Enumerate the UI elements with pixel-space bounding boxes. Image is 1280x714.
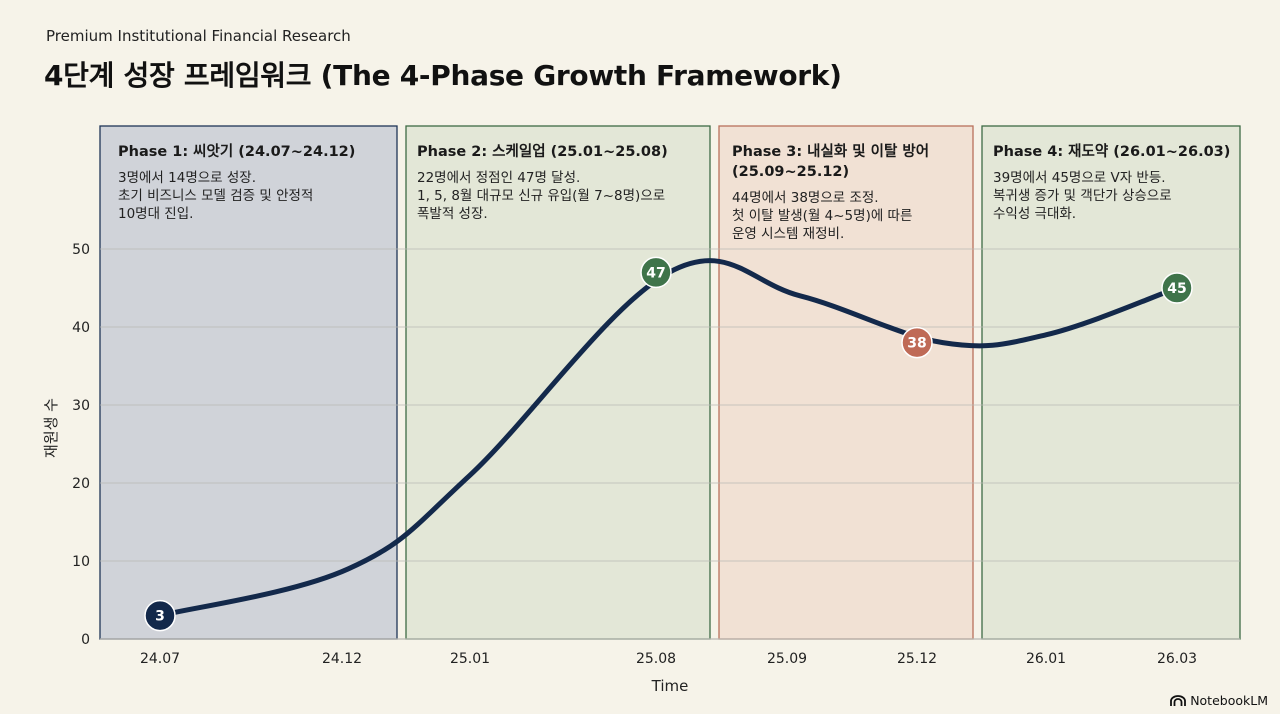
phase-description-line: 초기 비즈니스 모델 검증 및 안정적 xyxy=(118,188,313,204)
x-tick-label: 25.09 xyxy=(767,651,807,667)
phase-text-1: Phase 1: 씨앗기 (24.07~24.12) 3명에서 14명으로 성장.… xyxy=(118,142,355,222)
series-line-students xyxy=(157,258,1180,619)
phase-panel-4 xyxy=(981,125,1241,640)
y-tick-label: 20 xyxy=(72,476,90,492)
notebook-icon xyxy=(1170,694,1187,706)
data-point-47: 47 xyxy=(640,256,672,289)
phase-title: Phase 4: 재도약 (26.01~26.03) xyxy=(993,142,1230,160)
phase-description-line: 10명대 진입. xyxy=(118,206,193,222)
x-tick-label: 24.12 xyxy=(322,651,362,667)
x-tick-label: 25.12 xyxy=(897,651,937,667)
phase-description-line: 22명에서 정점인 47명 달성. xyxy=(417,170,580,186)
x-tick-label: 26.01 xyxy=(1026,651,1066,667)
phase-title: Phase 2: 스케일업 (25.01~25.08) xyxy=(417,143,668,160)
phase-description-line: 운영 시스템 재정비. xyxy=(732,226,844,242)
y-axis-label: 재원생 수 xyxy=(42,398,60,458)
data-point-marker xyxy=(901,326,933,359)
y-tick-label: 10 xyxy=(72,554,90,570)
phase-title: Phase 3: 내실화 및 이탈 방어 xyxy=(732,142,929,160)
phase-description-line: 3명에서 14명으로 성장. xyxy=(118,170,256,186)
phase-panel-1 xyxy=(99,125,398,640)
data-point-3: 3 xyxy=(144,599,176,632)
data-point-marker xyxy=(1161,272,1193,304)
phase-description-line: 폭발적 성장. xyxy=(417,206,488,222)
x-tick-label: 25.01 xyxy=(450,651,490,667)
data-label: 3 xyxy=(155,609,165,625)
data-point-marker xyxy=(640,256,672,289)
data-point-38: 38 xyxy=(901,326,933,359)
phase-panel-2 xyxy=(405,125,711,640)
phase-description-line: 44명에서 38명으로 조정. xyxy=(732,190,879,206)
report-subtitle: Premium Institutional Financial Research xyxy=(46,27,351,45)
page-title: 4단계 성장 프레임워크 (The 4-Phase Growth Framewo… xyxy=(44,59,842,92)
data-label: 47 xyxy=(646,265,665,281)
phase-panel-3 xyxy=(718,125,974,640)
x-tick-label: 24.07 xyxy=(140,651,180,667)
phase-title: Phase 1: 씨앗기 (24.07~24.12) xyxy=(118,142,355,160)
y-tick-label: 50 xyxy=(72,242,90,258)
phase-description-line: 첫 이탈 발생(월 4~5명)에 따른 xyxy=(732,208,912,224)
phase-title-line2: (25.09~25.12) xyxy=(732,164,849,180)
phase-text-3: Phase 3: 내실화 및 이탈 방어 (25.09~25.12) 44명에서 3… xyxy=(732,142,929,242)
data-point-45: 45 xyxy=(1161,272,1193,304)
data-label: 38 xyxy=(907,336,926,352)
phase-text-4: Phase 4: 재도약 (26.01~26.03) 39명에서 45명으로 V자… xyxy=(993,142,1230,222)
phase-description-line: 수익성 극대화. xyxy=(993,206,1076,222)
brand-label: NotebookLM xyxy=(1190,693,1268,708)
data-point-marker xyxy=(144,599,176,632)
x-tick-label: 25.08 xyxy=(636,651,676,667)
phase-description-line: 복귀생 증가 및 객단가 상승으로 xyxy=(993,188,1172,204)
brand-badge: NotebookLM xyxy=(1170,693,1268,708)
phase-text-2: Phase 2: 스케일업 (25.01~25.08) 22명에서 정점인 47명… xyxy=(417,143,668,222)
phase-description-line: 39명에서 45명으로 V자 반등. xyxy=(993,170,1166,186)
data-label: 45 xyxy=(1167,281,1186,297)
x-axis-label: Time xyxy=(651,677,689,695)
y-tick-label: 40 xyxy=(72,320,90,336)
y-tick-label: 0 xyxy=(81,632,90,648)
y-tick-label: 30 xyxy=(72,398,90,414)
x-tick-label: 26.03 xyxy=(1157,651,1197,667)
phase-description-line: 1, 5, 8월 대규모 신규 유입(월 7~8명)으로 xyxy=(417,188,665,204)
